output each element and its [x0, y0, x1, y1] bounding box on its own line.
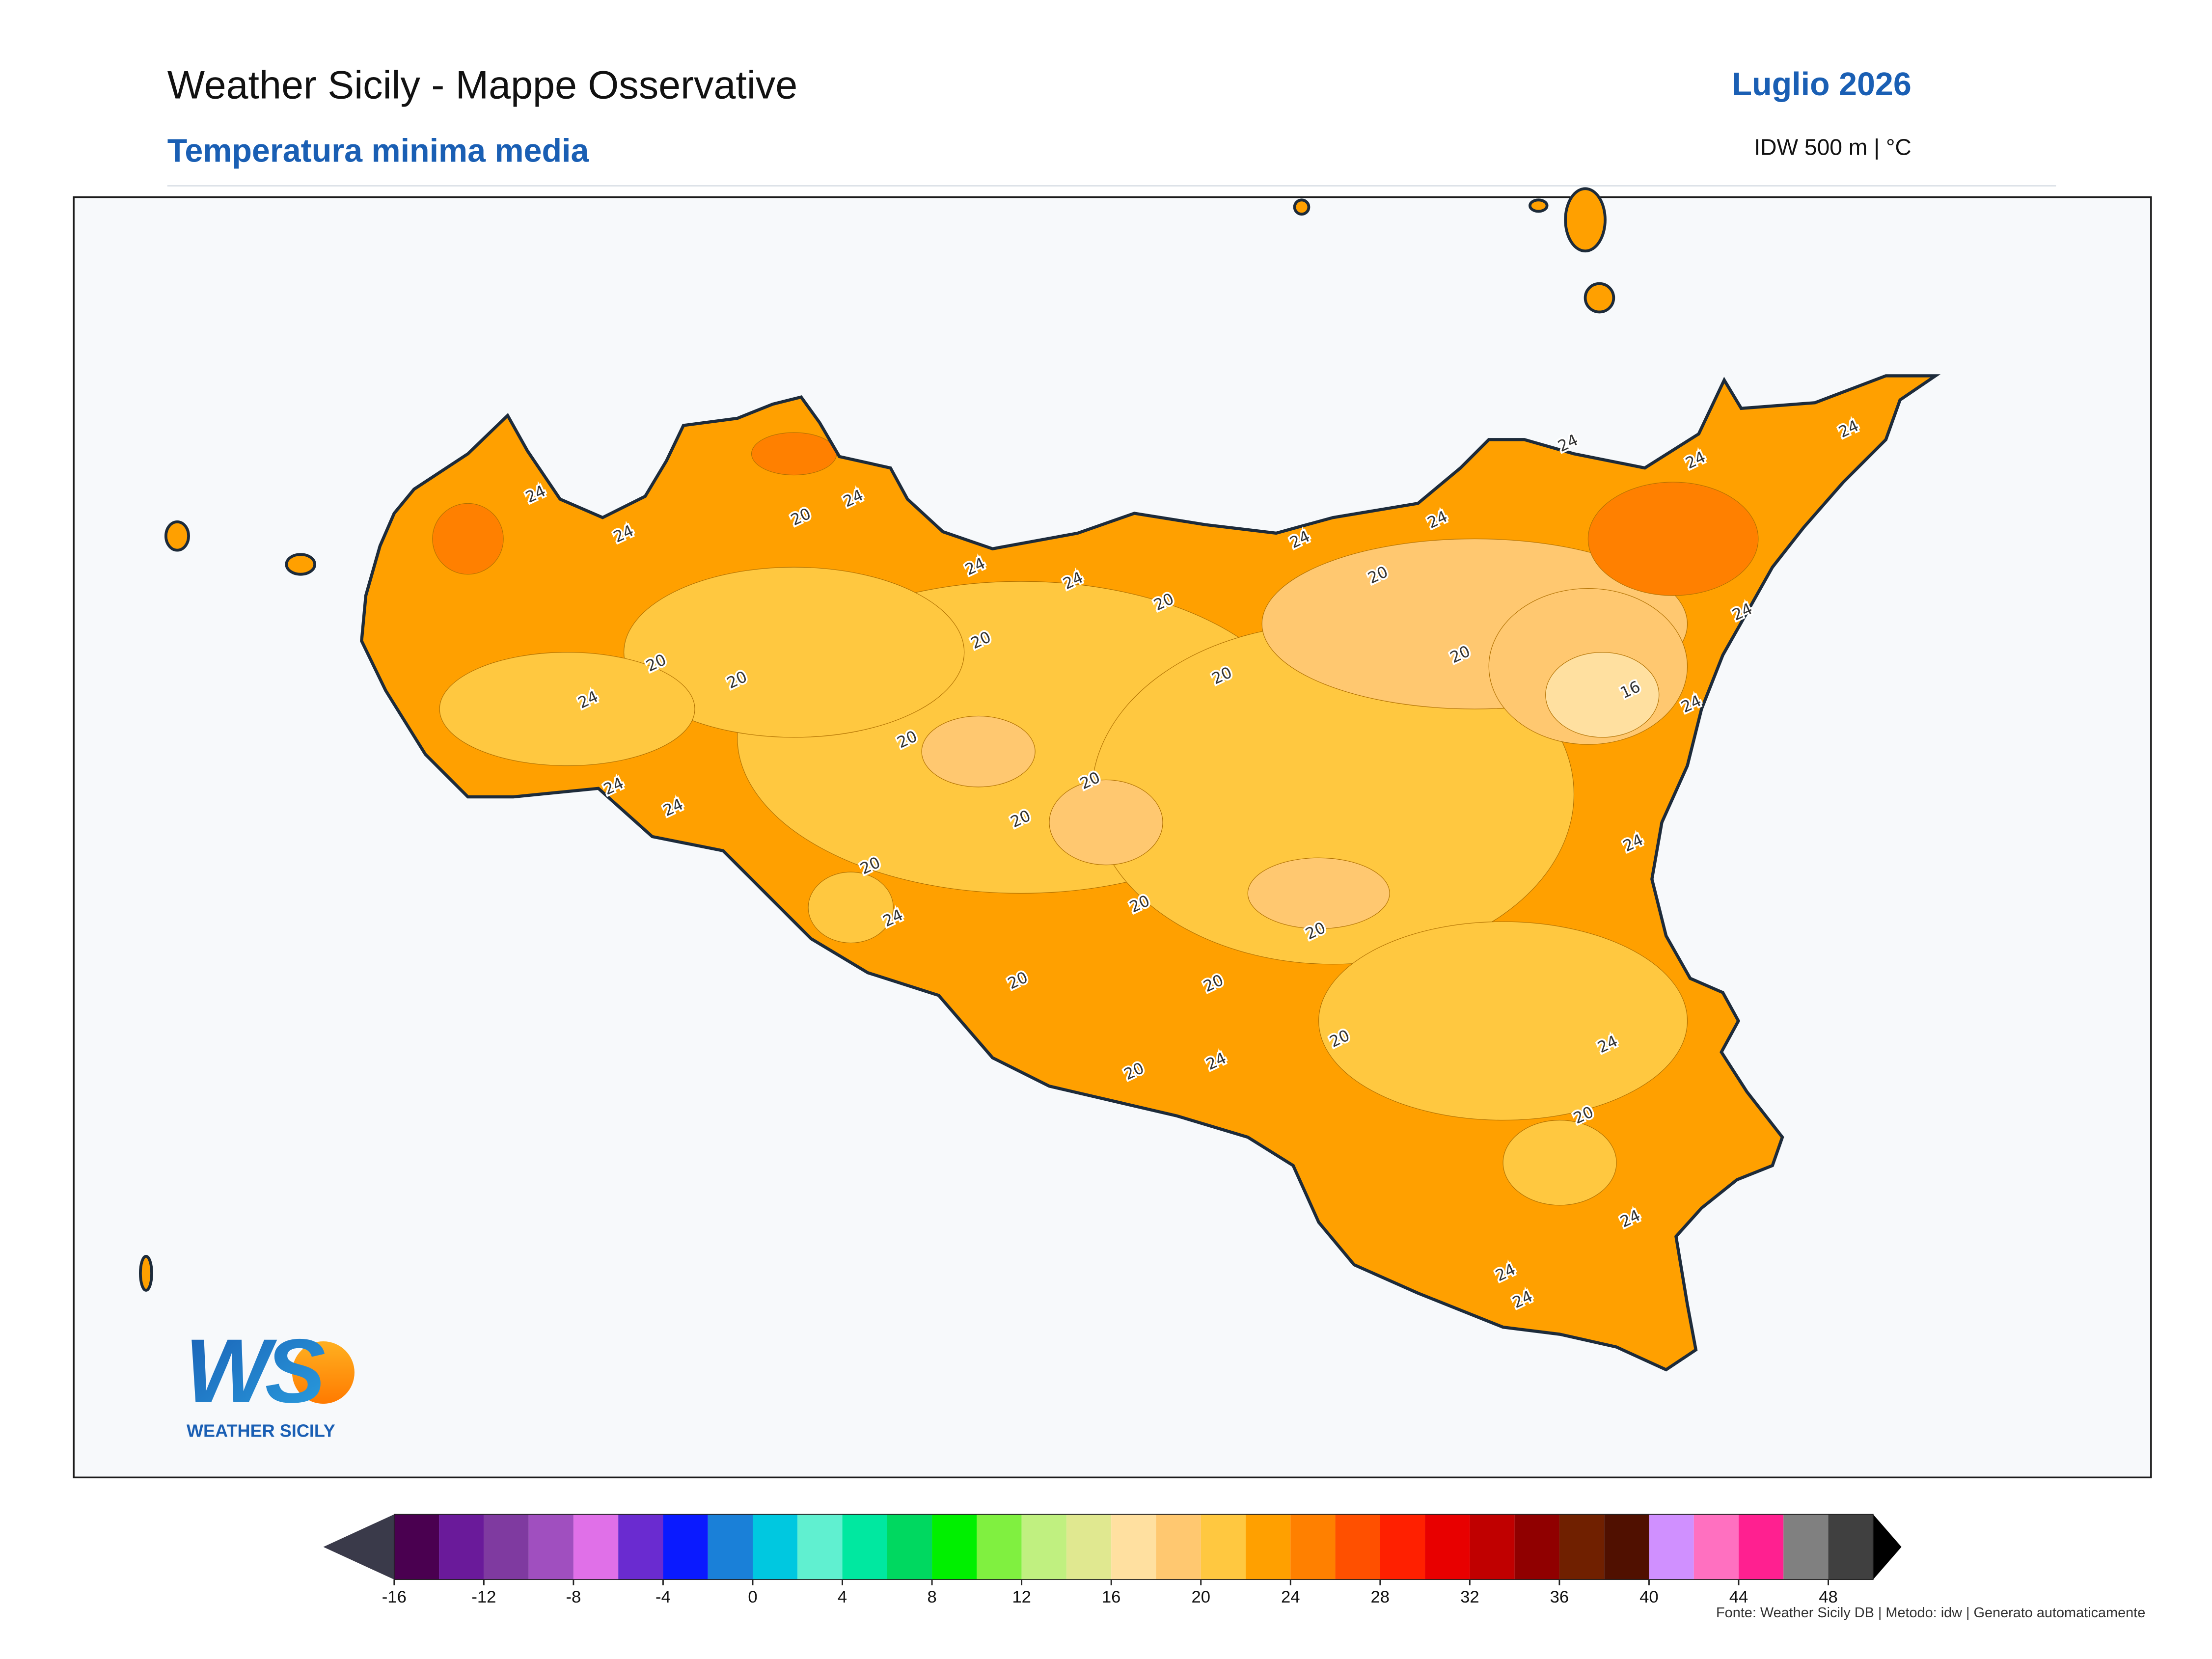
colorbar-bin	[1738, 1514, 1784, 1580]
colorbar-bin	[528, 1514, 573, 1580]
temperature-zone	[624, 567, 965, 738]
colorbar-bin	[1245, 1514, 1291, 1580]
small-island	[1584, 282, 1615, 314]
small-island	[285, 553, 316, 576]
small-island	[1564, 187, 1607, 253]
colorbar-bin	[708, 1514, 753, 1580]
map: 2424242024242020202024202020202420202020…	[139, 187, 1941, 1372]
colorbar-tick-label: 0	[748, 1588, 757, 1606]
colorbar-tick-label: 28	[1371, 1588, 1390, 1606]
colorbar-bin	[1021, 1514, 1066, 1580]
colorbar-bin	[1335, 1514, 1380, 1580]
temperature-zone	[751, 432, 837, 476]
footer: Fonte: Weather Sicily DB | Metodo: idw |…	[1716, 1605, 2145, 1621]
colorbar-bin	[1783, 1514, 1829, 1580]
colorbar-tick-label: 24	[1281, 1588, 1300, 1606]
colorbar-bin	[618, 1514, 663, 1580]
small-island	[139, 1254, 153, 1292]
colorbar-bin	[1649, 1514, 1694, 1580]
colorbar-bin	[1828, 1514, 1873, 1580]
temperature-zone	[1318, 921, 1688, 1121]
logo: WS WEATHER SICILY	[185, 1321, 355, 1441]
colorbar-tick-label: 36	[1550, 1588, 1569, 1606]
logo-sun	[292, 1341, 355, 1404]
small-island	[164, 520, 190, 552]
colorbar-tick-label: 44	[1729, 1588, 1748, 1606]
colorbar-bin	[887, 1514, 932, 1580]
colorbar-tick-label: 32	[1460, 1588, 1479, 1606]
title: Weather Sicily - Mappe Osservative	[167, 63, 797, 108]
method: IDW 500 m | °C	[1754, 135, 1911, 160]
colorbar-bin	[484, 1514, 529, 1580]
colorbar-bin	[1111, 1514, 1156, 1580]
colorbar-tick-label: 20	[1191, 1588, 1210, 1606]
colorbar: -16 -12 -8 -4 0 4 8 12 16 20 24 28 32 36 40 44 48	[323, 1514, 1902, 1606]
colorbar-bin	[1201, 1514, 1246, 1580]
temperature-zone	[432, 503, 504, 575]
colorbar-tick-label: -16	[382, 1588, 407, 1606]
temperature-zone	[808, 871, 894, 944]
subtitle: Temperatura minima media	[167, 133, 590, 169]
colorbar-bin	[1604, 1514, 1649, 1580]
colorbar-bin	[977, 1514, 1022, 1580]
temperature-field	[432, 432, 1759, 1206]
temperature-zone	[1049, 779, 1163, 866]
colorbar-bin	[1470, 1514, 1515, 1580]
colorbar-bin	[1156, 1514, 1201, 1580]
colorbar-tick-label: 16	[1102, 1588, 1121, 1606]
extend-high	[1873, 1514, 1902, 1580]
temperature-zone	[1545, 652, 1660, 738]
logo-mark: WS	[185, 1321, 325, 1422]
colorbar-bin	[797, 1514, 843, 1580]
colorbar-bin	[1380, 1514, 1425, 1580]
colorbar-tick-label: 12	[1012, 1588, 1031, 1606]
temperature-zone	[1587, 482, 1759, 596]
colorbar-tick-label: -4	[655, 1588, 671, 1606]
temperature-zone	[1247, 857, 1390, 929]
colorbar-bin	[842, 1514, 887, 1580]
colorbar-tick-label: -8	[566, 1588, 581, 1606]
colorbar-bin	[932, 1514, 977, 1580]
temperature-zone	[1502, 1119, 1617, 1206]
logo-name: WEATHER SICILY	[187, 1420, 335, 1441]
colorbar-bin	[663, 1514, 708, 1580]
period: Luglio 2026	[1732, 66, 1911, 103]
colorbar-tick-label: -12	[471, 1588, 496, 1606]
colorbar-tick-label: 8	[927, 1588, 936, 1606]
colorbar-bin	[1514, 1514, 1559, 1580]
colorbar-bin	[752, 1514, 798, 1580]
colorbar-bin	[1290, 1514, 1336, 1580]
colorbar-outline	[393, 1514, 1874, 1580]
colorbar-tick-label: 40	[1639, 1588, 1659, 1606]
colorbar-tick-label: 4	[838, 1588, 847, 1606]
colorbar-bin	[1066, 1514, 1112, 1580]
colorbar-tick-label: 48	[1819, 1588, 1838, 1606]
small-island	[1293, 198, 1311, 216]
colorbar-bin	[1425, 1514, 1470, 1580]
small-island	[1529, 198, 1549, 213]
colorbar-bin	[439, 1514, 484, 1580]
extend-low	[323, 1514, 394, 1580]
colorbar-bin	[1559, 1514, 1605, 1580]
colorbar-bin	[1693, 1514, 1739, 1580]
temperature-zone	[439, 652, 695, 766]
colorbar-bin	[394, 1514, 439, 1580]
coastline	[360, 374, 1941, 1372]
temperature-zone	[921, 715, 1036, 788]
colorbar-bin	[573, 1514, 619, 1580]
